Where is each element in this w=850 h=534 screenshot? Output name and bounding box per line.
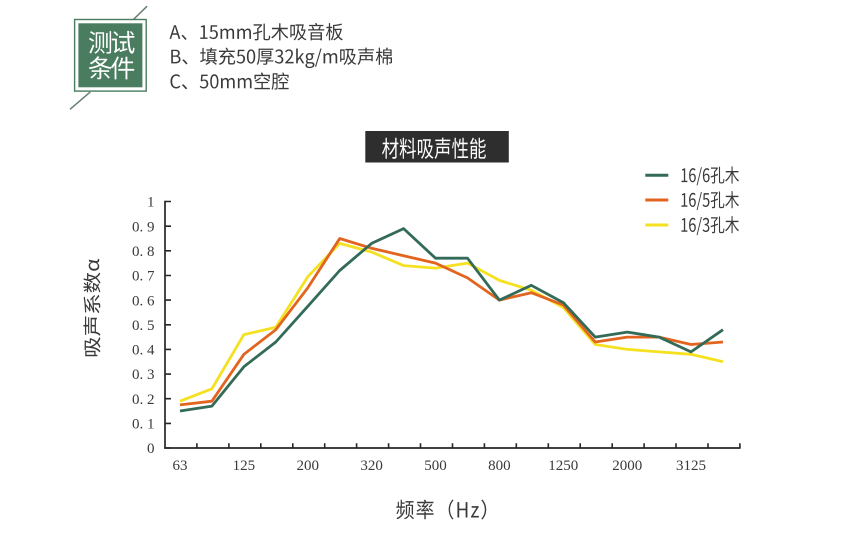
svg-text:125: 125 [233,458,256,474]
svg-text:63: 63 [173,458,188,474]
svg-text:0. 1: 0. 1 [132,417,155,433]
svg-text:0. 9: 0. 9 [132,219,155,235]
svg-text:0. 2: 0. 2 [132,392,155,408]
svg-text:1250: 1250 [548,458,578,474]
svg-text:0: 0 [147,441,155,457]
svg-text:0. 3: 0. 3 [132,367,155,383]
svg-text:800: 800 [488,458,511,474]
svg-text:0. 8: 0. 8 [132,244,155,260]
svg-text:0. 5: 0. 5 [132,318,155,334]
svg-text:2000: 2000 [612,458,642,474]
svg-text:200: 200 [297,458,320,474]
svg-text:0. 4: 0. 4 [132,343,155,359]
svg-text:3125: 3125 [676,458,706,474]
svg-text:320: 320 [360,458,383,474]
svg-text:500: 500 [424,458,447,474]
svg-text:1: 1 [147,195,155,211]
svg-text:0. 6: 0. 6 [132,293,155,309]
svg-text:0. 7: 0. 7 [132,269,155,285]
